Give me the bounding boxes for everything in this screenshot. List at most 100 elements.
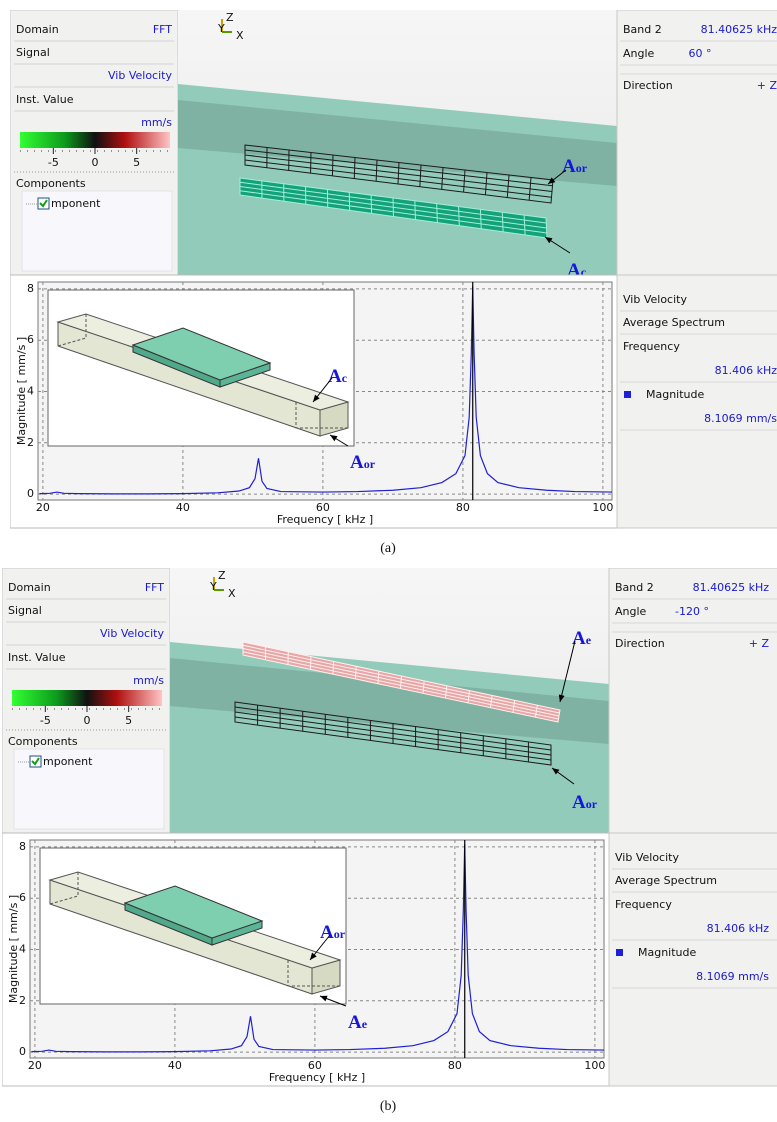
x-axis-label: Frequency [ kHz ] [277, 513, 373, 526]
info-frequency-label: Frequency [623, 340, 680, 353]
colorbar [20, 132, 170, 148]
colorbar-tick-label: -5 [48, 156, 59, 169]
inset-label-sub: or [334, 927, 346, 941]
x-tick-label: 80 [448, 1059, 462, 1072]
info-series: Magnitude [638, 946, 697, 959]
info-frequency: 81.406 kHz [707, 922, 770, 935]
y-tick-label: 6 [19, 891, 26, 904]
colorbar-tick-label: 5 [125, 714, 132, 727]
view-label-main: A [562, 156, 576, 177]
inset-label-main: A [348, 1012, 362, 1033]
legend-swatch [624, 391, 631, 398]
info-frequency: 81.406 kHz [715, 364, 777, 377]
x-tick-label: 20 [28, 1059, 42, 1072]
direction-value: + Z [749, 637, 770, 650]
signal-label: Signal [16, 46, 50, 59]
info-magnitude: 8.1069 mm/s [704, 412, 777, 425]
y-tick-label: 4 [19, 943, 26, 956]
component-name: mponent [51, 197, 101, 210]
panel: Domain FFT Signal Vib Velocity Inst. Value mm… [10, 10, 777, 556]
colorbar-tick-label: -5 [40, 714, 51, 727]
info-mode: Average Spectrum [615, 874, 717, 887]
view-label-sub: or [586, 797, 598, 811]
info-magnitude: 8.1069 mm/s [696, 970, 769, 983]
inset-label-sub: e [362, 1017, 368, 1031]
direction-label: Direction [615, 637, 665, 650]
components-label: Components [16, 177, 86, 190]
axis-x: X [228, 587, 236, 600]
value-label: Inst. Value [16, 93, 74, 106]
unit: mm/s [141, 116, 172, 129]
view-label-sub: e [586, 633, 592, 647]
domain-label: Domain [16, 23, 59, 36]
component-name: mponent [43, 755, 93, 768]
y-tick-label: 0 [27, 487, 34, 500]
y-tick-label: 4 [27, 385, 34, 398]
inset [48, 290, 354, 446]
domain-value: FFT [153, 23, 172, 36]
legend-swatch [616, 949, 623, 956]
direction-value: + Z [757, 79, 777, 92]
band-label: Band 2 [615, 581, 654, 594]
info-signal: Vib Velocity [623, 293, 687, 306]
domain-value: FFT [145, 581, 164, 594]
direction-label: Direction [623, 79, 673, 92]
view-label-sub: or [576, 161, 588, 175]
value-label: Inst. Value [8, 651, 66, 664]
x-axis-label: Frequency [ kHz ] [269, 1071, 365, 1084]
y-tick-label: 2 [27, 436, 34, 449]
inset-label-main: A [320, 922, 334, 943]
x-tick-label: 20 [36, 501, 50, 514]
band-value: 81.40625 kHz [693, 581, 770, 594]
colorbar [12, 690, 162, 706]
y-tick-label: 0 [19, 1045, 26, 1058]
panel: Domain FFT Signal Vib Velocity Inst. Value mm… [2, 568, 777, 1114]
x-tick-label: 40 [168, 1059, 182, 1072]
axis-x: X [236, 29, 244, 42]
colorbar-tick-label: 0 [92, 156, 99, 169]
info-panel [609, 833, 777, 1086]
angle-value: -120 ° [675, 605, 709, 618]
unit: mm/s [133, 674, 164, 687]
colorbar-tick-label: 0 [84, 714, 91, 727]
y-tick-label: 8 [19, 840, 26, 853]
inset-label-main: A [350, 452, 364, 473]
y-axis-label: Magnitude [ mm/s ] [15, 337, 28, 445]
x-tick-label: 100 [592, 501, 613, 514]
domain-label: Domain [8, 581, 51, 594]
axis-y: Y [217, 22, 225, 35]
x-tick-label: 100 [584, 1059, 605, 1072]
components-label: Components [8, 735, 78, 748]
signal-value: Vib Velocity [108, 69, 172, 82]
axis-y: Y [209, 580, 217, 593]
info-mode: Average Spectrum [623, 316, 725, 329]
x-tick-label: 80 [456, 501, 470, 514]
inset [40, 848, 346, 1004]
inset-label-main: A [328, 366, 342, 387]
angle-value: 60 ° [689, 47, 712, 60]
caption: (b) [380, 1099, 397, 1114]
colorbar-tick-label: 5 [133, 156, 140, 169]
caption: (a) [380, 541, 396, 556]
info-frequency-label: Frequency [615, 898, 672, 911]
inset-label-sub: c [342, 371, 348, 385]
angle-label: Angle [615, 605, 647, 618]
y-axis-label: Magnitude [ mm/s ] [7, 895, 20, 1003]
inset-label-sub: or [364, 457, 376, 471]
info-panel [617, 275, 777, 528]
signal-label: Signal [8, 604, 42, 617]
y-tick-label: 6 [27, 333, 34, 346]
info-series: Magnitude [646, 388, 705, 401]
info-signal: Vib Velocity [615, 851, 679, 864]
y-tick-label: 8 [27, 282, 34, 295]
band-label: Band 2 [623, 23, 662, 36]
signal-value: Vib Velocity [100, 627, 164, 640]
axis-z: Z [218, 569, 226, 582]
y-tick-label: 2 [19, 994, 26, 1007]
view-label-main: A [572, 792, 586, 813]
band-value: 81.40625 kHz [701, 23, 777, 36]
x-tick-label: 40 [176, 501, 190, 514]
figure: Domain FFT Signal Vib Velocity Inst. Value mm… [0, 0, 777, 1122]
angle-label: Angle [623, 47, 655, 60]
axis-z: Z [226, 11, 234, 24]
